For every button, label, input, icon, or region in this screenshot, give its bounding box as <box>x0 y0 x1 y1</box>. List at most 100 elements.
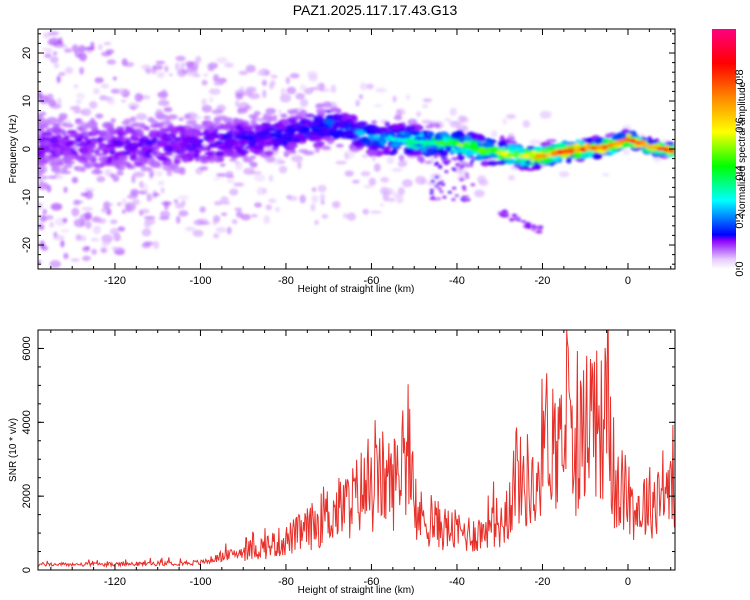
spectrogram-cell <box>374 141 381 146</box>
spectrogram-cell <box>53 146 62 153</box>
spectrogram-cell <box>391 167 403 172</box>
spectrogram-cell <box>437 187 442 191</box>
spectrogram-cell <box>235 210 243 218</box>
spectrogram-cell <box>90 139 98 145</box>
spectrogram-cell <box>130 106 137 110</box>
spectrogram-cell <box>434 184 439 188</box>
colorbar-tick-label: 0.2 <box>734 213 746 228</box>
spectrogram-cell <box>537 225 543 229</box>
snr-y-ticks: 0 2000 4000 6000 <box>21 329 675 573</box>
spectrogram-cell <box>611 134 623 141</box>
spectrogram-cell <box>342 212 348 219</box>
spectrogram-cell <box>41 133 54 137</box>
spectrogram-cell <box>220 142 226 147</box>
spectrogram-cell <box>199 206 206 213</box>
spectrogram-cell <box>140 146 148 153</box>
spectrogram-cell <box>546 110 553 119</box>
chart-title: PAZ1.2025.117.17.43.G13 <box>292 2 458 18</box>
spectrogram-cell <box>416 154 423 162</box>
spectrogram-cell <box>48 31 59 36</box>
x-tick-label: 0 <box>625 576 631 588</box>
spectrogram-cell <box>61 149 73 155</box>
spectrogram-cell <box>122 130 131 135</box>
spectrogram-cell <box>105 49 115 55</box>
spectrogram-cell <box>659 155 669 160</box>
spectrogram-cell <box>558 171 570 178</box>
spectrogram-cell <box>351 121 361 127</box>
spectrogram-cell <box>180 62 185 71</box>
spectrogram-cell <box>248 114 258 119</box>
spectrogram-cell <box>198 138 204 144</box>
spectrogram-cell <box>423 140 431 145</box>
spectrogram-cell <box>86 144 97 149</box>
spectrogram-cell <box>159 152 167 157</box>
spectrogram-cell <box>503 157 511 162</box>
spectrogram-cell <box>141 228 152 237</box>
spectrogram-cell <box>64 141 74 148</box>
spectrogram-cell <box>206 138 216 144</box>
spectrogram-cell <box>140 64 152 70</box>
spectrogram-cell <box>146 193 153 202</box>
spectrogram-cell <box>49 161 60 167</box>
spectrogram-cell <box>262 89 267 99</box>
spectrogram-cell <box>443 152 448 156</box>
spectrogram-cell <box>351 179 360 184</box>
spectrogram-cell <box>173 159 181 165</box>
spectrogram-cell <box>463 135 472 142</box>
spectrogram-cell <box>261 79 268 87</box>
spectrogram-cell <box>451 186 457 190</box>
spectrogram-cell <box>99 130 109 136</box>
spectrogram-cell <box>273 157 284 165</box>
spectrogram-cell <box>470 158 475 163</box>
spectrogram-cell <box>344 170 354 177</box>
spectrogram-cell <box>84 46 95 51</box>
spectrogram-cell <box>359 82 368 91</box>
spectrogram-cell <box>38 177 43 184</box>
spectrogram-cell <box>208 134 217 141</box>
spectrogram-cell <box>460 147 468 154</box>
spectrogram-cell <box>213 233 220 239</box>
spectrogram-cell <box>469 155 475 159</box>
spectrogram-cell <box>387 197 396 203</box>
spectrogram-cell <box>457 115 467 122</box>
spectrogram-cell <box>236 103 248 108</box>
spectrogram-cell <box>405 94 411 100</box>
spectrogram-cell <box>225 138 232 144</box>
spectrogram-cell <box>421 119 432 124</box>
spectrogram-cell <box>130 188 140 197</box>
spectrogram-cell <box>362 208 369 215</box>
spectrogram-cell <box>232 139 244 145</box>
spectrogram-cell <box>90 117 95 123</box>
spectrogram-cell <box>129 116 137 123</box>
spectrogram-cell <box>212 215 221 223</box>
spectrogram-cell <box>111 136 117 141</box>
spectrogram-cell <box>263 215 271 224</box>
spectrogram-cell <box>282 132 290 137</box>
spectrogram-cell <box>153 162 159 167</box>
spectrogram-cell <box>216 56 228 64</box>
spectrogram-cell <box>61 166 68 173</box>
x-tick-label: -80 <box>278 576 294 588</box>
spectrogram-cell <box>90 121 98 126</box>
spectrogram-cell <box>434 140 442 146</box>
spectrogram-cell <box>180 144 190 152</box>
spectrogram-cell <box>573 147 581 153</box>
spectrogram-cell <box>201 98 207 106</box>
spectrogram-cell <box>450 132 461 140</box>
spectrogram-cell <box>213 177 221 181</box>
spectrogram-cell <box>313 120 323 128</box>
spectrogram-cell <box>208 88 221 95</box>
spectrogram-cell <box>38 202 44 210</box>
spectrogram-cell <box>131 175 136 184</box>
spectrogram-cell <box>152 145 160 151</box>
spectrogram-cell <box>651 145 659 150</box>
spectrogram-cell <box>163 146 174 152</box>
spectrogram-cell <box>102 202 114 207</box>
spectrogram-cell <box>565 156 572 164</box>
spectrogram-cell <box>369 210 382 214</box>
spectrogram-cell <box>579 147 587 152</box>
spectrogram-cell <box>226 226 232 235</box>
spectrogram-cell <box>44 120 53 126</box>
spectrogram-cell <box>422 98 433 103</box>
spectrogram-cell <box>384 136 392 142</box>
